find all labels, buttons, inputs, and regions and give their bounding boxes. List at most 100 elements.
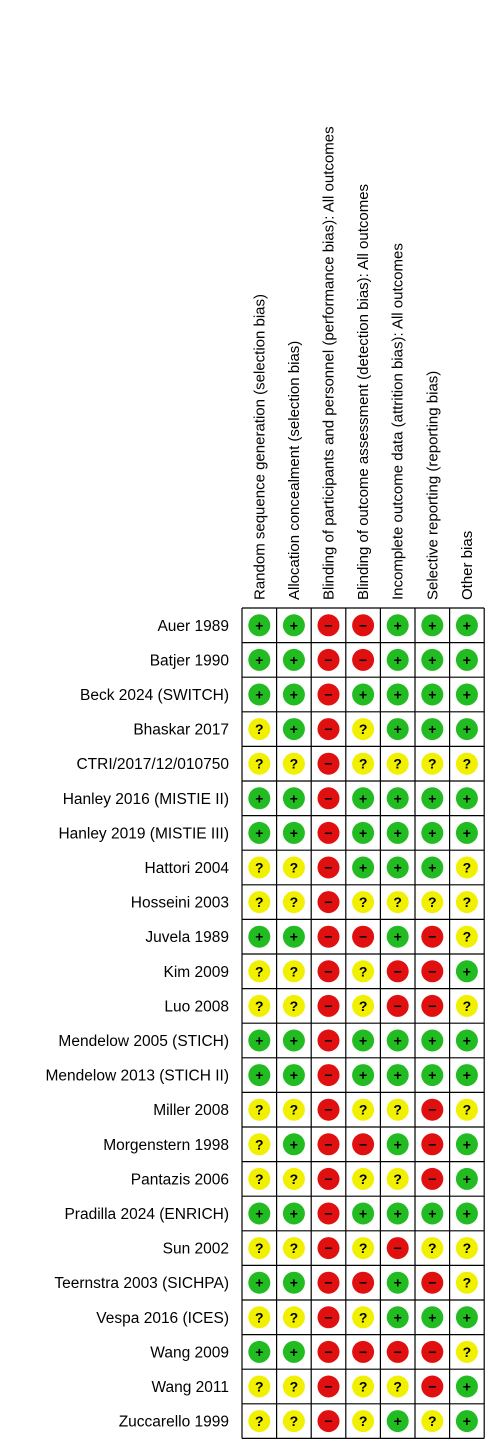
rating-grid (241, 607, 485, 1440)
column-label: Allocation concealment (selection bias) (286, 341, 303, 600)
high-risk-circle (386, 1237, 409, 1260)
low-risk-symbol: + (290, 687, 298, 703)
unclear-risk-cell: ? (282, 891, 305, 914)
study-label: Beck 2024 (SWITCH) (80, 687, 229, 704)
unclear-risk-circle (248, 1133, 271, 1156)
unclear-risk-circle (386, 1167, 409, 1190)
unclear-risk-symbol: ? (290, 1171, 299, 1187)
study-label: Zuccarello 1999 (119, 1414, 229, 1431)
high-risk-cell: − (352, 925, 375, 948)
low-risk-cell: + (248, 787, 271, 810)
high-risk-cell: − (421, 1133, 444, 1156)
study-label: Mendelow 2013 (STICH II) (46, 1068, 230, 1085)
unclear-risk-symbol: ? (290, 998, 299, 1014)
study-label: Hosseini 2003 (131, 895, 229, 912)
low-risk-symbol: + (394, 617, 402, 633)
unclear-risk-circle (248, 856, 271, 879)
unclear-risk-cell: ? (352, 1306, 375, 1329)
unclear-risk-cell: ? (248, 856, 271, 879)
high-risk-cell: − (317, 1271, 340, 1294)
low-risk-cell: + (455, 821, 478, 844)
unclear-risk-symbol: ? (255, 860, 264, 876)
low-risk-cell: + (455, 1202, 478, 1225)
high-risk-cell: − (317, 891, 340, 914)
high-risk-circle (352, 1271, 375, 1294)
low-risk-circle (282, 1029, 305, 1052)
low-risk-symbol: + (428, 1067, 436, 1083)
unclear-risk-symbol: ? (393, 894, 402, 910)
low-risk-symbol: + (255, 790, 263, 806)
low-risk-circle (352, 821, 375, 844)
low-risk-circle (352, 856, 375, 879)
unclear-risk-symbol: ? (359, 963, 368, 979)
unclear-risk-circle (455, 891, 478, 914)
high-risk-cell: − (317, 960, 340, 983)
high-risk-circle (421, 1133, 444, 1156)
low-risk-cell: + (455, 648, 478, 671)
unclear-risk-circle (248, 752, 271, 775)
low-risk-symbol: + (394, 825, 402, 841)
column-label: Random sequence generation (selection bi… (251, 294, 268, 600)
low-risk-symbol: + (359, 687, 367, 703)
high-risk-cell: − (386, 994, 409, 1017)
unclear-risk-circle (455, 1237, 478, 1260)
low-risk-cell: + (386, 1306, 409, 1329)
low-risk-cell: + (282, 787, 305, 810)
low-risk-symbol: + (463, 1136, 471, 1152)
high-risk-symbol: − (394, 998, 402, 1014)
unclear-risk-circle (248, 1306, 271, 1329)
low-risk-cell: + (421, 683, 444, 706)
unclear-risk-symbol: ? (255, 721, 264, 737)
unclear-risk-symbol: ? (393, 1102, 402, 1118)
high-risk-cell: − (317, 1202, 340, 1225)
unclear-risk-symbol: ? (290, 1309, 299, 1325)
low-risk-cell: + (421, 856, 444, 879)
low-risk-cell: + (282, 1202, 305, 1225)
unclear-risk-symbol: ? (255, 1240, 264, 1256)
high-risk-symbol: − (324, 1206, 332, 1222)
study-label: Miller 2008 (153, 1102, 229, 1119)
low-risk-symbol: + (428, 1309, 436, 1325)
unclear-risk-cell: ? (455, 1237, 478, 1260)
unclear-risk-cell: ? (248, 1167, 271, 1190)
low-risk-symbol: + (394, 929, 402, 945)
unclear-risk-cell: ? (352, 1375, 375, 1398)
high-risk-symbol: − (324, 1033, 332, 1049)
unclear-risk-symbol: ? (463, 1102, 472, 1118)
high-risk-symbol: − (324, 1309, 332, 1325)
low-risk-cell: + (352, 821, 375, 844)
high-risk-circle (421, 925, 444, 948)
unclear-risk-cell: ? (455, 1340, 478, 1363)
low-risk-symbol: + (255, 929, 263, 945)
unclear-risk-cell: ? (455, 994, 478, 1017)
low-risk-symbol: + (290, 1136, 298, 1152)
study-label: Hattori 2004 (145, 860, 230, 877)
low-risk-circle (421, 787, 444, 810)
unclear-risk-cell: ? (282, 1375, 305, 1398)
low-risk-circle (455, 1202, 478, 1225)
unclear-risk-symbol: ? (290, 1102, 299, 1118)
low-risk-symbol: + (359, 790, 367, 806)
low-risk-symbol: + (255, 1033, 263, 1049)
unclear-risk-circle (248, 718, 271, 741)
high-risk-symbol: − (324, 687, 332, 703)
unclear-risk-symbol: ? (290, 756, 299, 772)
column-label: Other bias (459, 531, 476, 600)
high-risk-circle (317, 1029, 340, 1052)
low-risk-cell: + (282, 1271, 305, 1294)
low-risk-cell: + (455, 614, 478, 637)
high-risk-symbol: − (428, 929, 436, 945)
column-label: Incomplete outcome data (attrition bias)… (390, 243, 407, 600)
unclear-risk-cell: ? (282, 960, 305, 983)
high-risk-cell: − (317, 1064, 340, 1087)
high-risk-circle (317, 752, 340, 775)
unclear-risk-circle (352, 752, 375, 775)
low-risk-cell: + (421, 648, 444, 671)
low-risk-cell: + (282, 718, 305, 741)
low-risk-cell: + (455, 960, 478, 983)
low-risk-symbol: + (428, 860, 436, 876)
low-risk-symbol: + (290, 1275, 298, 1291)
high-risk-cell: − (386, 1340, 409, 1363)
low-risk-circle (248, 1064, 271, 1087)
